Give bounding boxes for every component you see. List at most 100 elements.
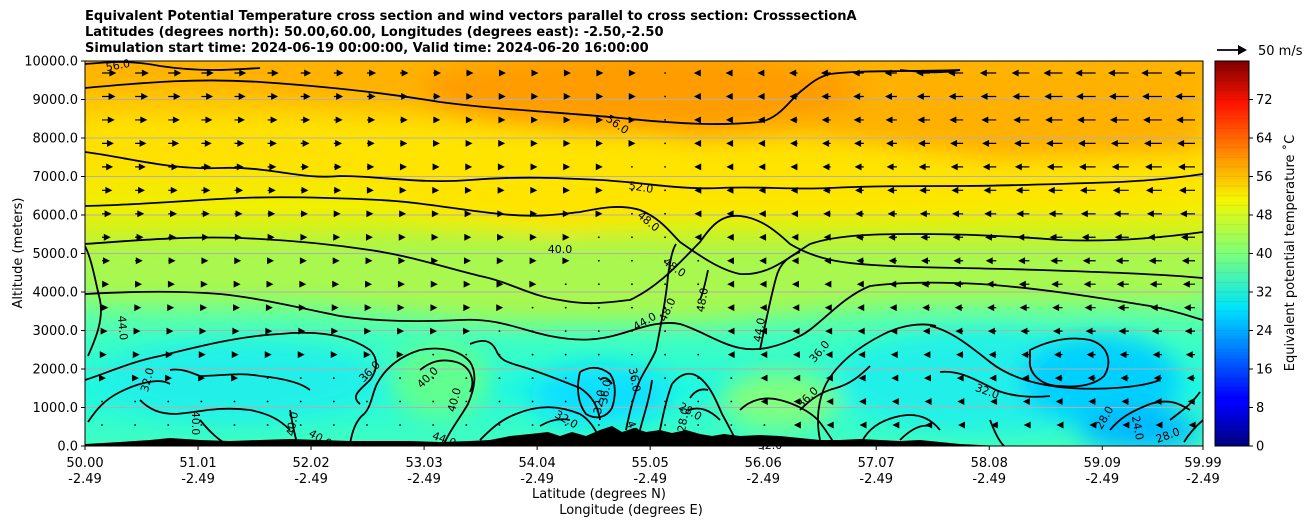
wind-vector: [697, 259, 700, 262]
wind-vector: [919, 210, 931, 218]
wind-vector: [135, 92, 149, 100]
wind-vector: [884, 69, 897, 77]
wind-vector: [1112, 186, 1129, 194]
wind-vector: [1086, 351, 1096, 359]
wind-vector: [265, 327, 273, 335]
contour-label: 40.0: [284, 411, 301, 437]
wind-vector: [496, 257, 504, 265]
contour-label: 36.0: [626, 367, 643, 393]
wind-vector: [1179, 186, 1195, 194]
wind-vector: [956, 374, 964, 382]
wind-vector: [917, 116, 931, 124]
wind-vector: [1185, 351, 1195, 359]
wind-vector: [399, 186, 407, 194]
wind-vector: [854, 139, 864, 147]
colorbar-ticks: 0 8 16 24 32 40 48 56 64 72: [1249, 93, 1273, 455]
colorbar-tick-label: 24: [1256, 324, 1273, 339]
wind-vector: [757, 69, 765, 77]
wind-vector: [988, 351, 997, 359]
wind-vector: [135, 233, 144, 241]
x-tick-label-lat: 55.05: [632, 456, 669, 471]
wind-vector: [664, 165, 666, 168]
wind-vector: [531, 330, 534, 333]
wind-vector: [1014, 139, 1030, 147]
wind-vector: [730, 400, 733, 403]
wind-vector: [858, 374, 866, 382]
wind-vector: [697, 400, 700, 403]
x-tick-label-lat: 53.03: [405, 456, 442, 471]
wind-vector: [333, 186, 342, 194]
wind-vector: [332, 424, 335, 426]
wind-vector: [396, 351, 404, 359]
wind-vector: [758, 163, 766, 171]
y-tick-label: 9000.0: [33, 93, 79, 108]
colorbar-label: Equivalent potential temperature ˚C: [1282, 135, 1298, 371]
wind-vector: [948, 92, 964, 100]
wind-vector: [366, 69, 377, 77]
wind-vector: [664, 95, 666, 98]
wind-vector: [234, 210, 243, 218]
wind-vector: [234, 139, 245, 147]
wind-vector: [465, 377, 468, 379]
wind-vector: [664, 259, 666, 262]
wind-vector: [1184, 327, 1195, 335]
wind-vector: [726, 163, 734, 171]
wind-vector: [562, 233, 570, 241]
wind-vector: [597, 377, 600, 379]
wind-vector: [697, 306, 700, 309]
x-tick-label-lat: 52.02: [292, 456, 329, 471]
wind-vector: [300, 139, 310, 147]
wind-vector: [498, 424, 501, 426]
wind-vector: [631, 353, 633, 356]
wind-vector: [562, 257, 570, 265]
wind-vector: [922, 304, 931, 312]
wind-vector: [726, 210, 734, 218]
wind-vector: [987, 327, 997, 335]
wind-vector: [726, 186, 734, 194]
wind-vector: [918, 139, 931, 147]
wind-vector: [1043, 69, 1063, 77]
wind-vector: [365, 280, 373, 288]
wind-vector: [1056, 421, 1064, 429]
colorbar-tick-label: 0: [1256, 440, 1264, 455]
y-tick-label: 2000.0: [33, 363, 79, 378]
wind-vector: [1048, 210, 1063, 218]
wind-vector: [730, 377, 733, 379]
wind-vector: [232, 327, 240, 335]
wind-vector: [1044, 92, 1063, 100]
wind-vector: [826, 421, 834, 429]
wind-vector: [563, 116, 571, 124]
wind-vector: [1118, 327, 1129, 335]
wind-vector: [165, 374, 173, 382]
wind-vector: [1017, 233, 1030, 241]
wind-vector: [727, 280, 735, 288]
wind-vector: [298, 327, 306, 335]
wind-vector: [664, 424, 666, 426]
wind-vector: [167, 304, 175, 312]
wind-vector: [400, 116, 408, 124]
wind-vector: [1076, 92, 1096, 100]
wind-vector: [1088, 398, 1096, 406]
x-tick-label-lon: -2.49: [68, 472, 102, 487]
wind-vector: [789, 116, 798, 124]
wind-vector: [595, 210, 603, 218]
wind-vector: [1188, 421, 1196, 429]
wind-vector: [168, 186, 178, 194]
wind-vector: [1111, 163, 1129, 171]
wind-vector: [234, 92, 246, 100]
wind-vector: [201, 186, 211, 194]
wind-vector: [563, 92, 571, 100]
wind-vector: [562, 210, 570, 218]
wind-vector: [763, 424, 766, 426]
wind-vector: [331, 304, 339, 312]
x-tick-label-lat: 50.00: [66, 456, 103, 471]
wind-vector: [299, 377, 302, 379]
wind-vector: [529, 280, 537, 288]
contour-label: 52.0: [628, 179, 654, 196]
wind-vector: [824, 304, 832, 312]
wind-vector: [631, 212, 633, 215]
wind-vector: [366, 186, 374, 194]
wind-vector: [168, 233, 177, 241]
wind-vector: [431, 257, 439, 265]
wind-vector: [333, 163, 342, 171]
